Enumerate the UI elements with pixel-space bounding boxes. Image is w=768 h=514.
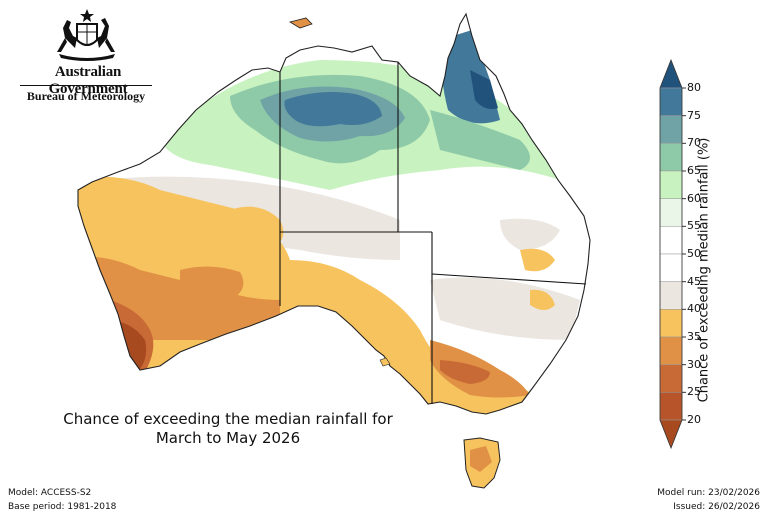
colorbar-band	[659, 392, 683, 421]
map-title-line-1: Chance of exceeding the median rainfall …	[63, 410, 393, 428]
colorbar-band	[659, 281, 683, 310]
colorbar-tick-label: 40	[687, 302, 701, 316]
agency-line-bureau: Bureau of Meteorology	[26, 89, 146, 103]
logo-divider	[20, 85, 152, 86]
colorbar-legend: 80 75 70 65 60 55 50 45 40 35 30 25 20 Chance of exc…	[640, 50, 768, 450]
footer-issued: Issued: 26/02/2026	[673, 502, 760, 512]
colorbar-band	[659, 143, 683, 172]
colorbar-band	[659, 364, 683, 393]
colorbar-tick-label: 65	[687, 164, 701, 177]
colorbar-tick-label: 45	[687, 274, 701, 288]
colorbar-band	[659, 170, 683, 199]
footer-base-period: Base period: 1981-2018	[8, 502, 117, 512]
map-title: Chance of exceeding the median rainfall …	[40, 410, 416, 448]
colorbar-tick-label: 70	[687, 136, 701, 150]
colorbar-scale	[659, 58, 686, 450]
colorbar-band	[659, 226, 683, 255]
map-title-line-2: March to May 2026	[155, 429, 301, 447]
colorbar-band	[659, 253, 683, 282]
colorbar-tick-label: 50	[687, 247, 701, 260]
footer-model: Model: ACCESS-S2	[8, 488, 92, 498]
colorbar-tick-label: 30	[687, 357, 701, 371]
australia-rainfall-map	[77, 13, 591, 489]
colorbar-tick-label: 35	[687, 330, 701, 343]
colorbar-band	[659, 115, 683, 144]
colorbar-tick-label: 60	[687, 191, 701, 205]
colorbar-band	[659, 336, 683, 365]
coat-of-arms-icon	[57, 9, 115, 61]
colorbar-tick-label: 80	[687, 81, 701, 94]
colorbar-band	[659, 198, 683, 227]
colorbar-band	[659, 59, 683, 89]
colorbar-label: Chance of exceeding median rainfall (%)	[696, 137, 712, 403]
colorbar-tick-label: 20	[687, 413, 701, 426]
bom-logo: Australian Government Bureau of Meteorol…	[18, 8, 158, 103]
footer-model-run: Model run: 23/02/2026	[657, 488, 760, 498]
colorbar-band	[659, 87, 683, 116]
colorbar-tick-label: 25	[687, 385, 701, 399]
colorbar-tick-label: 75	[687, 108, 701, 122]
colorbar-band	[659, 309, 683, 338]
colorbar-tick-label: 55	[687, 219, 701, 233]
colorbar-band	[659, 419, 683, 449]
